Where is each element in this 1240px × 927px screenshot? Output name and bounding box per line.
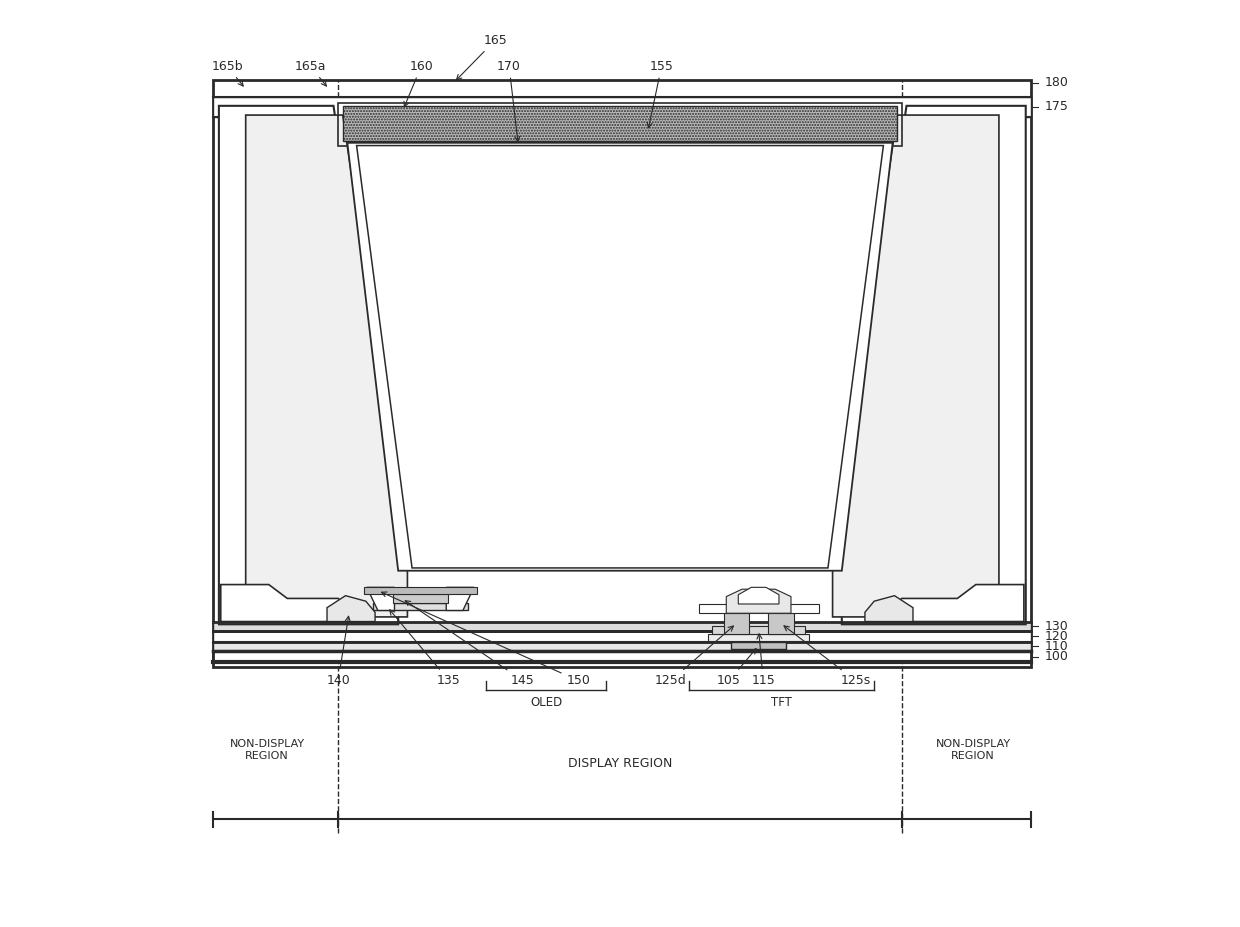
Bar	[713, 626, 805, 633]
Polygon shape	[727, 590, 791, 614]
Text: 170: 170	[497, 59, 521, 142]
Polygon shape	[883, 585, 1024, 621]
Text: NON-DISPLAY
REGION: NON-DISPLAY REGION	[935, 739, 1011, 761]
Text: TFT: TFT	[771, 696, 792, 709]
Polygon shape	[866, 596, 913, 621]
Text: 180: 180	[1045, 76, 1069, 89]
Text: 105: 105	[717, 649, 756, 687]
Bar	[339, 103, 901, 146]
Text: 165: 165	[456, 33, 507, 80]
Bar	[250, 120, 264, 617]
Text: 110: 110	[1045, 640, 1069, 653]
Bar	[960, 120, 976, 617]
Polygon shape	[221, 585, 357, 621]
Bar	[723, 614, 749, 633]
Text: 160: 160	[404, 59, 433, 107]
Polygon shape	[347, 143, 893, 571]
Text: OLED: OLED	[529, 696, 562, 709]
Text: 150: 150	[382, 592, 590, 687]
Bar	[730, 641, 786, 649]
Bar	[213, 641, 1032, 651]
Bar	[393, 594, 448, 603]
Text: 130: 130	[1045, 619, 1069, 632]
Polygon shape	[738, 588, 779, 604]
Bar	[213, 651, 1032, 662]
Polygon shape	[832, 115, 999, 617]
Polygon shape	[367, 588, 394, 611]
Bar	[698, 604, 818, 614]
Bar	[365, 588, 476, 594]
Text: 120: 120	[1045, 629, 1069, 642]
Text: 100: 100	[1045, 650, 1069, 663]
Bar	[373, 603, 467, 611]
Bar	[221, 110, 331, 621]
Text: NON-DISPLAY
REGION: NON-DISPLAY REGION	[229, 739, 305, 761]
Text: 165a: 165a	[295, 59, 326, 86]
Bar	[909, 110, 1024, 621]
Polygon shape	[219, 106, 398, 624]
Bar	[708, 633, 810, 641]
Text: DISPLAY REGION: DISPLAY REGION	[568, 757, 672, 770]
Bar	[213, 80, 1032, 667]
Polygon shape	[246, 115, 408, 617]
Bar	[213, 96, 1032, 117]
Polygon shape	[446, 588, 474, 611]
Polygon shape	[327, 596, 374, 621]
Text: 125s: 125s	[784, 626, 870, 687]
Text: 115: 115	[751, 634, 775, 687]
Bar	[213, 630, 1032, 641]
Text: 165b: 165b	[211, 59, 243, 86]
Bar	[768, 614, 794, 633]
Bar	[213, 621, 1032, 630]
Text: 145: 145	[405, 601, 534, 687]
Text: 125d: 125d	[655, 626, 733, 687]
Text: 135: 135	[389, 610, 461, 687]
Bar	[342, 106, 898, 141]
Bar	[269, 120, 285, 617]
Text: 155: 155	[647, 59, 673, 128]
Bar	[1001, 120, 1017, 617]
Text: 140: 140	[326, 616, 350, 687]
Bar	[227, 120, 244, 617]
Bar	[981, 120, 994, 617]
Text: 175: 175	[1045, 100, 1069, 113]
Polygon shape	[842, 106, 1025, 624]
